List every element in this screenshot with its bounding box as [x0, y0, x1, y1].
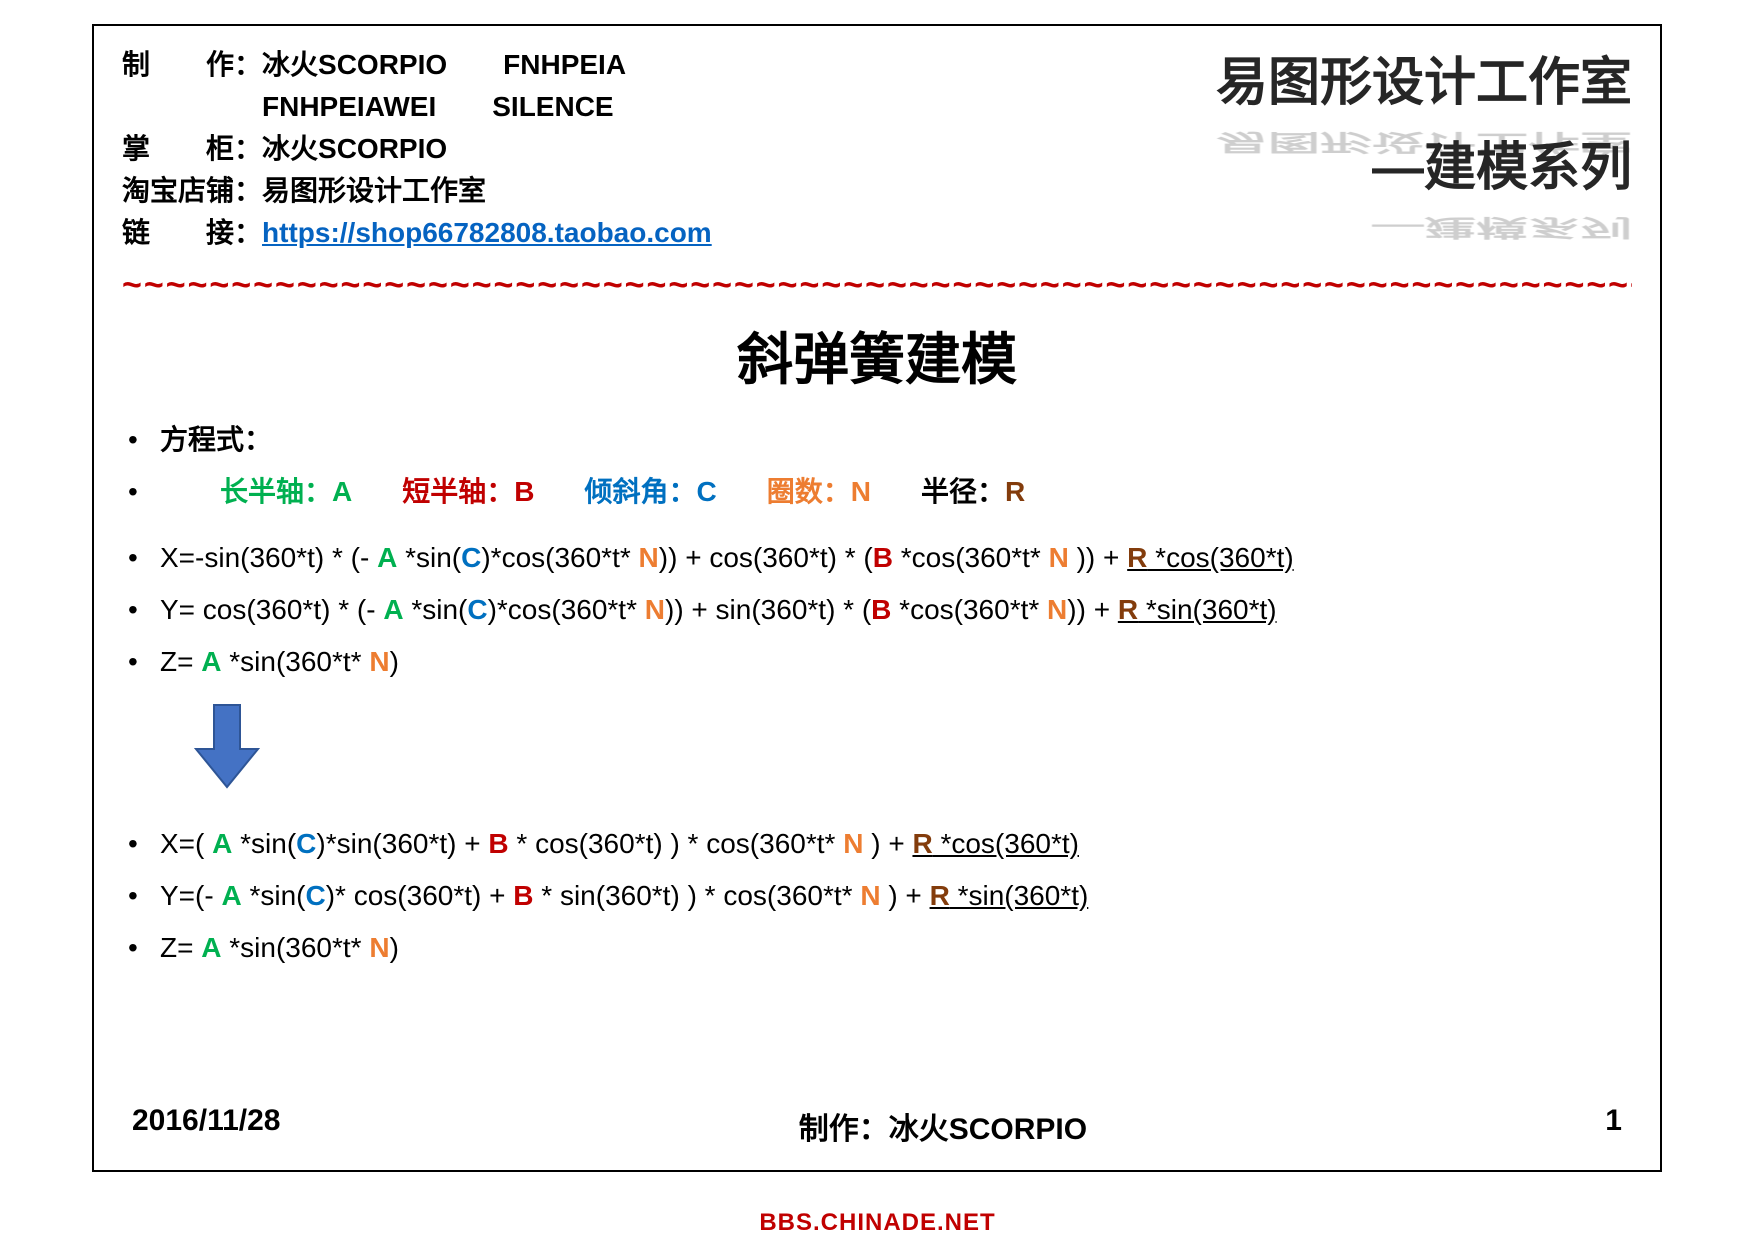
eq2-z: • Z= A *sin(360*t* N) [122, 922, 1632, 974]
meta-shop: 淘宝店铺： 易图形设计工作室 [122, 170, 712, 212]
eq1-z-text: Z= A *sin(360*t* N) [160, 636, 399, 688]
meta-author-value: 冰火SCORPIO FNHPEIA [262, 44, 626, 86]
eq2-x: • X=( A *sin(C)*sin(360*t) + B * cos(360… [122, 818, 1632, 870]
meta-link: 链 接： https://shop66782808.taobao.com [122, 212, 712, 254]
bullet-dot: • [122, 532, 160, 584]
shop-link[interactable]: https://shop66782808.taobao.com [262, 212, 712, 254]
brand-line1-reflect: 易图形设计工作室 [1216, 126, 1632, 156]
page-title: 斜弹簧建模 [122, 315, 1632, 396]
meta-link-label: 链 接： [122, 212, 262, 254]
bullet-dot: • [122, 870, 160, 922]
eq1-x: • X=-sin(360*t) * (- A *sin(C)*cos(360*t… [122, 532, 1632, 584]
param-row-bullet: • 长半轴：A 短半轴：B 倾斜角：C 圈数：N 半径：R [122, 466, 1632, 518]
bullet-dot: • [122, 466, 160, 518]
bullet-dot: • [122, 584, 160, 636]
slide-footer: 2016/11/28 制作：冰火SCORPIO 1 [132, 1104, 1622, 1148]
equation-block-2: • X=( A *sin(C)*sin(360*t) + B * cos(360… [122, 818, 1632, 973]
section-label: 方程式： [160, 414, 272, 466]
footer-page: 1 [1605, 1104, 1622, 1148]
section-heading: • 方程式： [122, 414, 1632, 466]
param-r: 半径：R [921, 466, 1025, 518]
wave-divider: ~~~~~~~~~~~~~~~~~~~~~~~~~~~~~~~~~~~~~~~~… [122, 266, 1632, 305]
meta-owner-value: 冰火SCORPIO [262, 128, 447, 170]
param-row: 长半轴：A 短半轴：B 倾斜角：C 圈数：N 半径：R [220, 466, 1025, 518]
param-c: 倾斜角：C [585, 466, 717, 518]
brand-line1-wrap: 易图形设计工作室 易图形设计工作室 [1216, 50, 1632, 175]
brand-line1: 易图形设计工作室 [1216, 54, 1632, 112]
bullet-dot: • [122, 922, 160, 974]
eq1-y: • Y= cos(360*t) * (- A *sin(C)*cos(360*t… [122, 584, 1632, 636]
footer-credit: 制作：冰火SCORPIO [799, 1104, 1087, 1148]
bullet-dot: • [122, 414, 160, 466]
param-b: 短半轴：B [402, 466, 534, 518]
meta-author: 制 作： 冰火SCORPIO FNHPEIA [122, 44, 712, 86]
footer-date: 2016/11/28 [132, 1104, 281, 1148]
eq2-y-text: Y=(- A *sin(C)* cos(360*t) + B * sin(360… [160, 870, 1088, 922]
eq1-x-text: X=-sin(360*t) * (- A *sin(C)*cos(360*t* … [160, 532, 1294, 584]
bullet-dot: • [122, 636, 160, 688]
meta-author2: 制 作： FNHPEIAWEI SILENCE [122, 86, 712, 128]
brand-line2-reflect: —建模系列 [1216, 211, 1632, 241]
eq1-y-text: Y= cos(360*t) * (- A *sin(C)*cos(360*t* … [160, 584, 1277, 636]
eq2-y: • Y=(- A *sin(C)* cos(360*t) + B * sin(3… [122, 870, 1632, 922]
header-row: 制 作： 冰火SCORPIO FNHPEIA 制 作： FNHPEIAWEI S… [122, 44, 1632, 260]
meta-owner-label: 掌 柜： [122, 128, 262, 170]
meta-author-value2: FNHPEIAWEI SILENCE [262, 86, 614, 128]
meta-owner: 掌 柜： 冰火SCORPIO [122, 128, 712, 170]
meta-shop-label: 淘宝店铺： [122, 170, 262, 212]
meta-block: 制 作： 冰火SCORPIO FNHPEIA 制 作： FNHPEIAWEI S… [122, 44, 712, 254]
brand-block: 易图形设计工作室 易图形设计工作室 —建模系列 —建模系列 [1216, 50, 1632, 260]
equation-block-1: • X=-sin(360*t) * (- A *sin(C)*cos(360*t… [122, 532, 1632, 687]
eq1-z: • Z= A *sin(360*t* N) [122, 636, 1632, 688]
bullet-dot: • [122, 818, 160, 870]
param-n: 圈数：N [767, 466, 871, 518]
down-arrow-icon [192, 701, 1632, 808]
body-content: • 方程式： • 长半轴：A 短半轴：B 倾斜角：C 圈数：N 半径：R • X… [122, 414, 1632, 973]
eq2-x-text: X=( A *sin(C)*sin(360*t) + B * cos(360*t… [160, 818, 1079, 870]
slide-frame: 制 作： 冰火SCORPIO FNHPEIA 制 作： FNHPEIAWEI S… [92, 24, 1662, 1172]
meta-author-label: 制 作： [122, 44, 262, 86]
eq2-z-text: Z= A *sin(360*t* N) [160, 922, 399, 974]
meta-shop-value: 易图形设计工作室 [262, 170, 486, 212]
param-a: 长半轴：A [220, 466, 352, 518]
watermark-text: BBS.CHINADE.NET [759, 1209, 995, 1237]
